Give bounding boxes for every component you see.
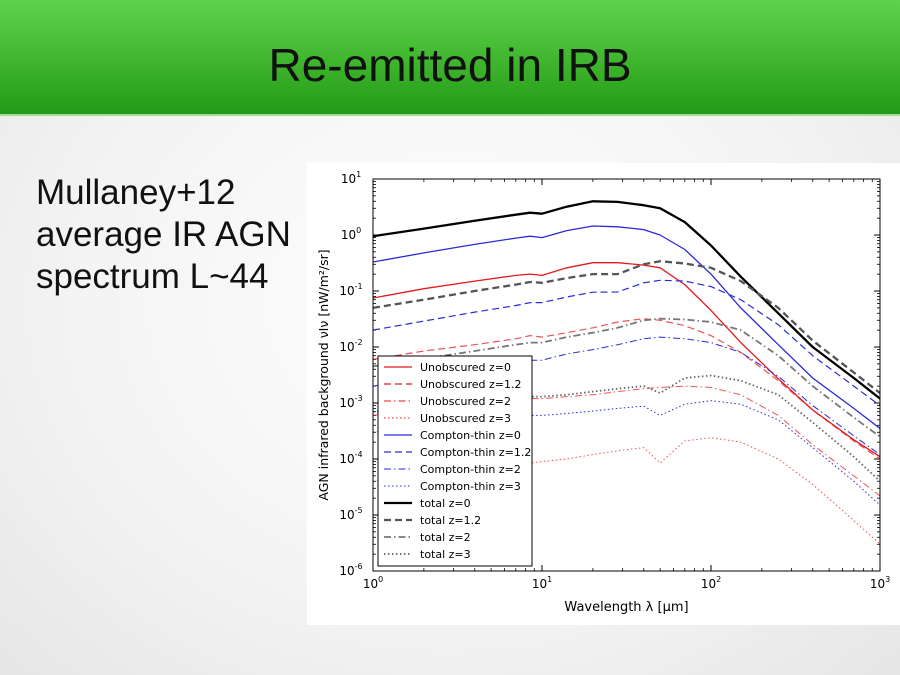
- chart-panel: 100 101 102 103 101 100 10-1 10-2 10-3 10-4 10-5 10…: [307, 163, 900, 625]
- x-tick-label: 101: [532, 575, 552, 591]
- series-line-6: [373, 336, 880, 456]
- series-line-5: [373, 279, 880, 407]
- series-line-9: [373, 260, 880, 395]
- series-line-1: [373, 318, 880, 460]
- x-tick-label: 102: [701, 575, 721, 591]
- legend-label-3: Unobscured z=3: [420, 412, 511, 425]
- slide-body-text: Mullaney+12 average IR AGN spectrum L~44: [36, 172, 316, 298]
- legend-label-4: Compton-thin z=0: [420, 429, 521, 442]
- y-axis-label: AGN infrared background νIν [nW/m²/sr]: [316, 249, 331, 500]
- plot-frame: [372, 178, 881, 572]
- legend-label-2: Unobscured z=2: [420, 395, 511, 408]
- slide-header: Re-emitted in IRB: [0, 0, 900, 116]
- x-axis-label: Wavelength λ [μm]: [564, 600, 688, 615]
- y-tick-label: 10-3: [339, 394, 362, 410]
- legend-label-6: Compton-thin z=2: [420, 463, 521, 476]
- slide-title: Re-emitted in IRB: [268, 39, 632, 91]
- legend-label-9: total z=1.2: [420, 514, 481, 527]
- series-line-8: [373, 200, 880, 400]
- legend-label-10: total z=2: [420, 531, 471, 544]
- legend-label-5: Compton-thin z=1.2: [420, 446, 531, 459]
- legend-label-0: Unobscured z=0: [420, 361, 511, 374]
- y-tick-label: 10-2: [339, 338, 362, 354]
- legend-box: [377, 355, 533, 567]
- y-tick-label: 10-1: [339, 282, 362, 298]
- body-line: average IR AGN: [36, 215, 291, 254]
- agn-irb-chart: 100 101 102 103 101 100 10-1 10-2 10-3 10-4 10-5 10…: [316, 170, 890, 615]
- y-tick-label: 100: [341, 226, 361, 242]
- series-line-4: [373, 225, 880, 430]
- y-tick-label: 10-6: [339, 562, 362, 578]
- series-line-0: [373, 262, 880, 458]
- legend-label-1: Unobscured z=1.2: [420, 378, 522, 391]
- legend-label-8: total z=0: [420, 497, 471, 510]
- x-tick-label: 100: [363, 575, 383, 591]
- y-tick-label: 101: [341, 170, 361, 186]
- body-line: Mullaney+12: [36, 173, 236, 212]
- y-tick-label: 10-4: [339, 450, 362, 466]
- body-line: spectrum L~44: [36, 257, 269, 296]
- legend-label-11: total z=3: [420, 548, 471, 561]
- x-tick-label: 103: [870, 575, 890, 591]
- y-tick-label: 10-5: [339, 506, 362, 522]
- legend-label-7: Compton-thin z=3: [420, 480, 521, 493]
- series-line-10: [373, 317, 880, 438]
